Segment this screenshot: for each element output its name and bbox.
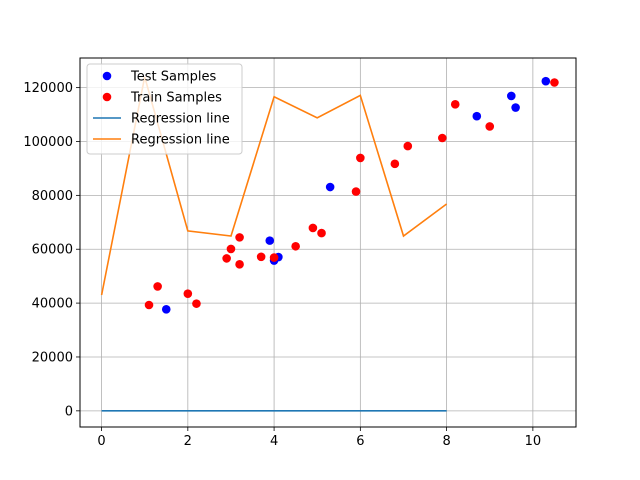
data-point-1	[390, 159, 400, 169]
data-point-1	[485, 122, 495, 131]
legend-box	[86, 63, 243, 155]
data-point-0	[325, 182, 335, 192]
legend-label: Test Samples	[130, 70, 216, 85]
data-point-0	[472, 111, 482, 121]
x-tick-label: 6	[356, 434, 364, 449]
axis-ticks: 0 2 4 6 8 10 0 20000 40000 60000 80000 100000 120000	[23, 81, 541, 449]
data-point-1	[317, 228, 326, 238]
series-points	[144, 76, 559, 314]
y-tick-label: 100000	[23, 135, 73, 150]
data-point-0	[265, 236, 275, 245]
x-tick-label: 0	[97, 434, 105, 449]
data-point-1	[226, 244, 236, 254]
x-tick-label: 2	[184, 434, 192, 449]
legend: Test Samples Train Samples Regression line…	[86, 63, 243, 155]
data-point-0	[511, 103, 520, 112]
x-tick-label: 8	[442, 434, 450, 449]
data-point-1	[183, 289, 193, 298]
data-point-1	[222, 254, 231, 263]
y-tick-label: 40000	[32, 297, 73, 312]
data-point-1	[256, 252, 266, 262]
y-tick-label: 0	[65, 404, 73, 419]
plot-frame	[79, 57, 577, 428]
legend-marker-swatch	[102, 71, 112, 81]
legend-marker-swatch	[102, 92, 112, 102]
legend-label: Regression line	[131, 112, 230, 127]
x-tick-label: 4	[270, 434, 278, 449]
data-point-1	[291, 241, 300, 251]
data-point-1	[437, 133, 447, 143]
data-point-1	[351, 187, 361, 196]
y-tick-label: 120000	[23, 81, 73, 96]
data-point-1	[550, 78, 559, 87]
data-point-1	[403, 141, 413, 151]
data-point-0	[161, 304, 171, 314]
data-point-1	[235, 260, 244, 269]
data-point-0	[507, 91, 516, 101]
y-tick-label: 80000	[32, 189, 73, 204]
legend-label: Regression line	[131, 133, 230, 148]
data-point-1	[153, 282, 162, 291]
x-tick-label: 10	[525, 434, 542, 449]
y-tick-label: 20000	[32, 350, 73, 365]
data-point-1	[144, 300, 154, 310]
data-point-0	[541, 76, 551, 86]
y-tick-label: 60000	[32, 243, 73, 258]
data-point-1	[450, 100, 460, 109]
legend-label: Train Samples	[130, 91, 222, 106]
data-point-1	[192, 299, 201, 308]
data-point-1	[235, 233, 244, 242]
data-point-1	[308, 223, 318, 233]
data-point-1	[356, 153, 365, 163]
data-point-1	[269, 253, 279, 262]
